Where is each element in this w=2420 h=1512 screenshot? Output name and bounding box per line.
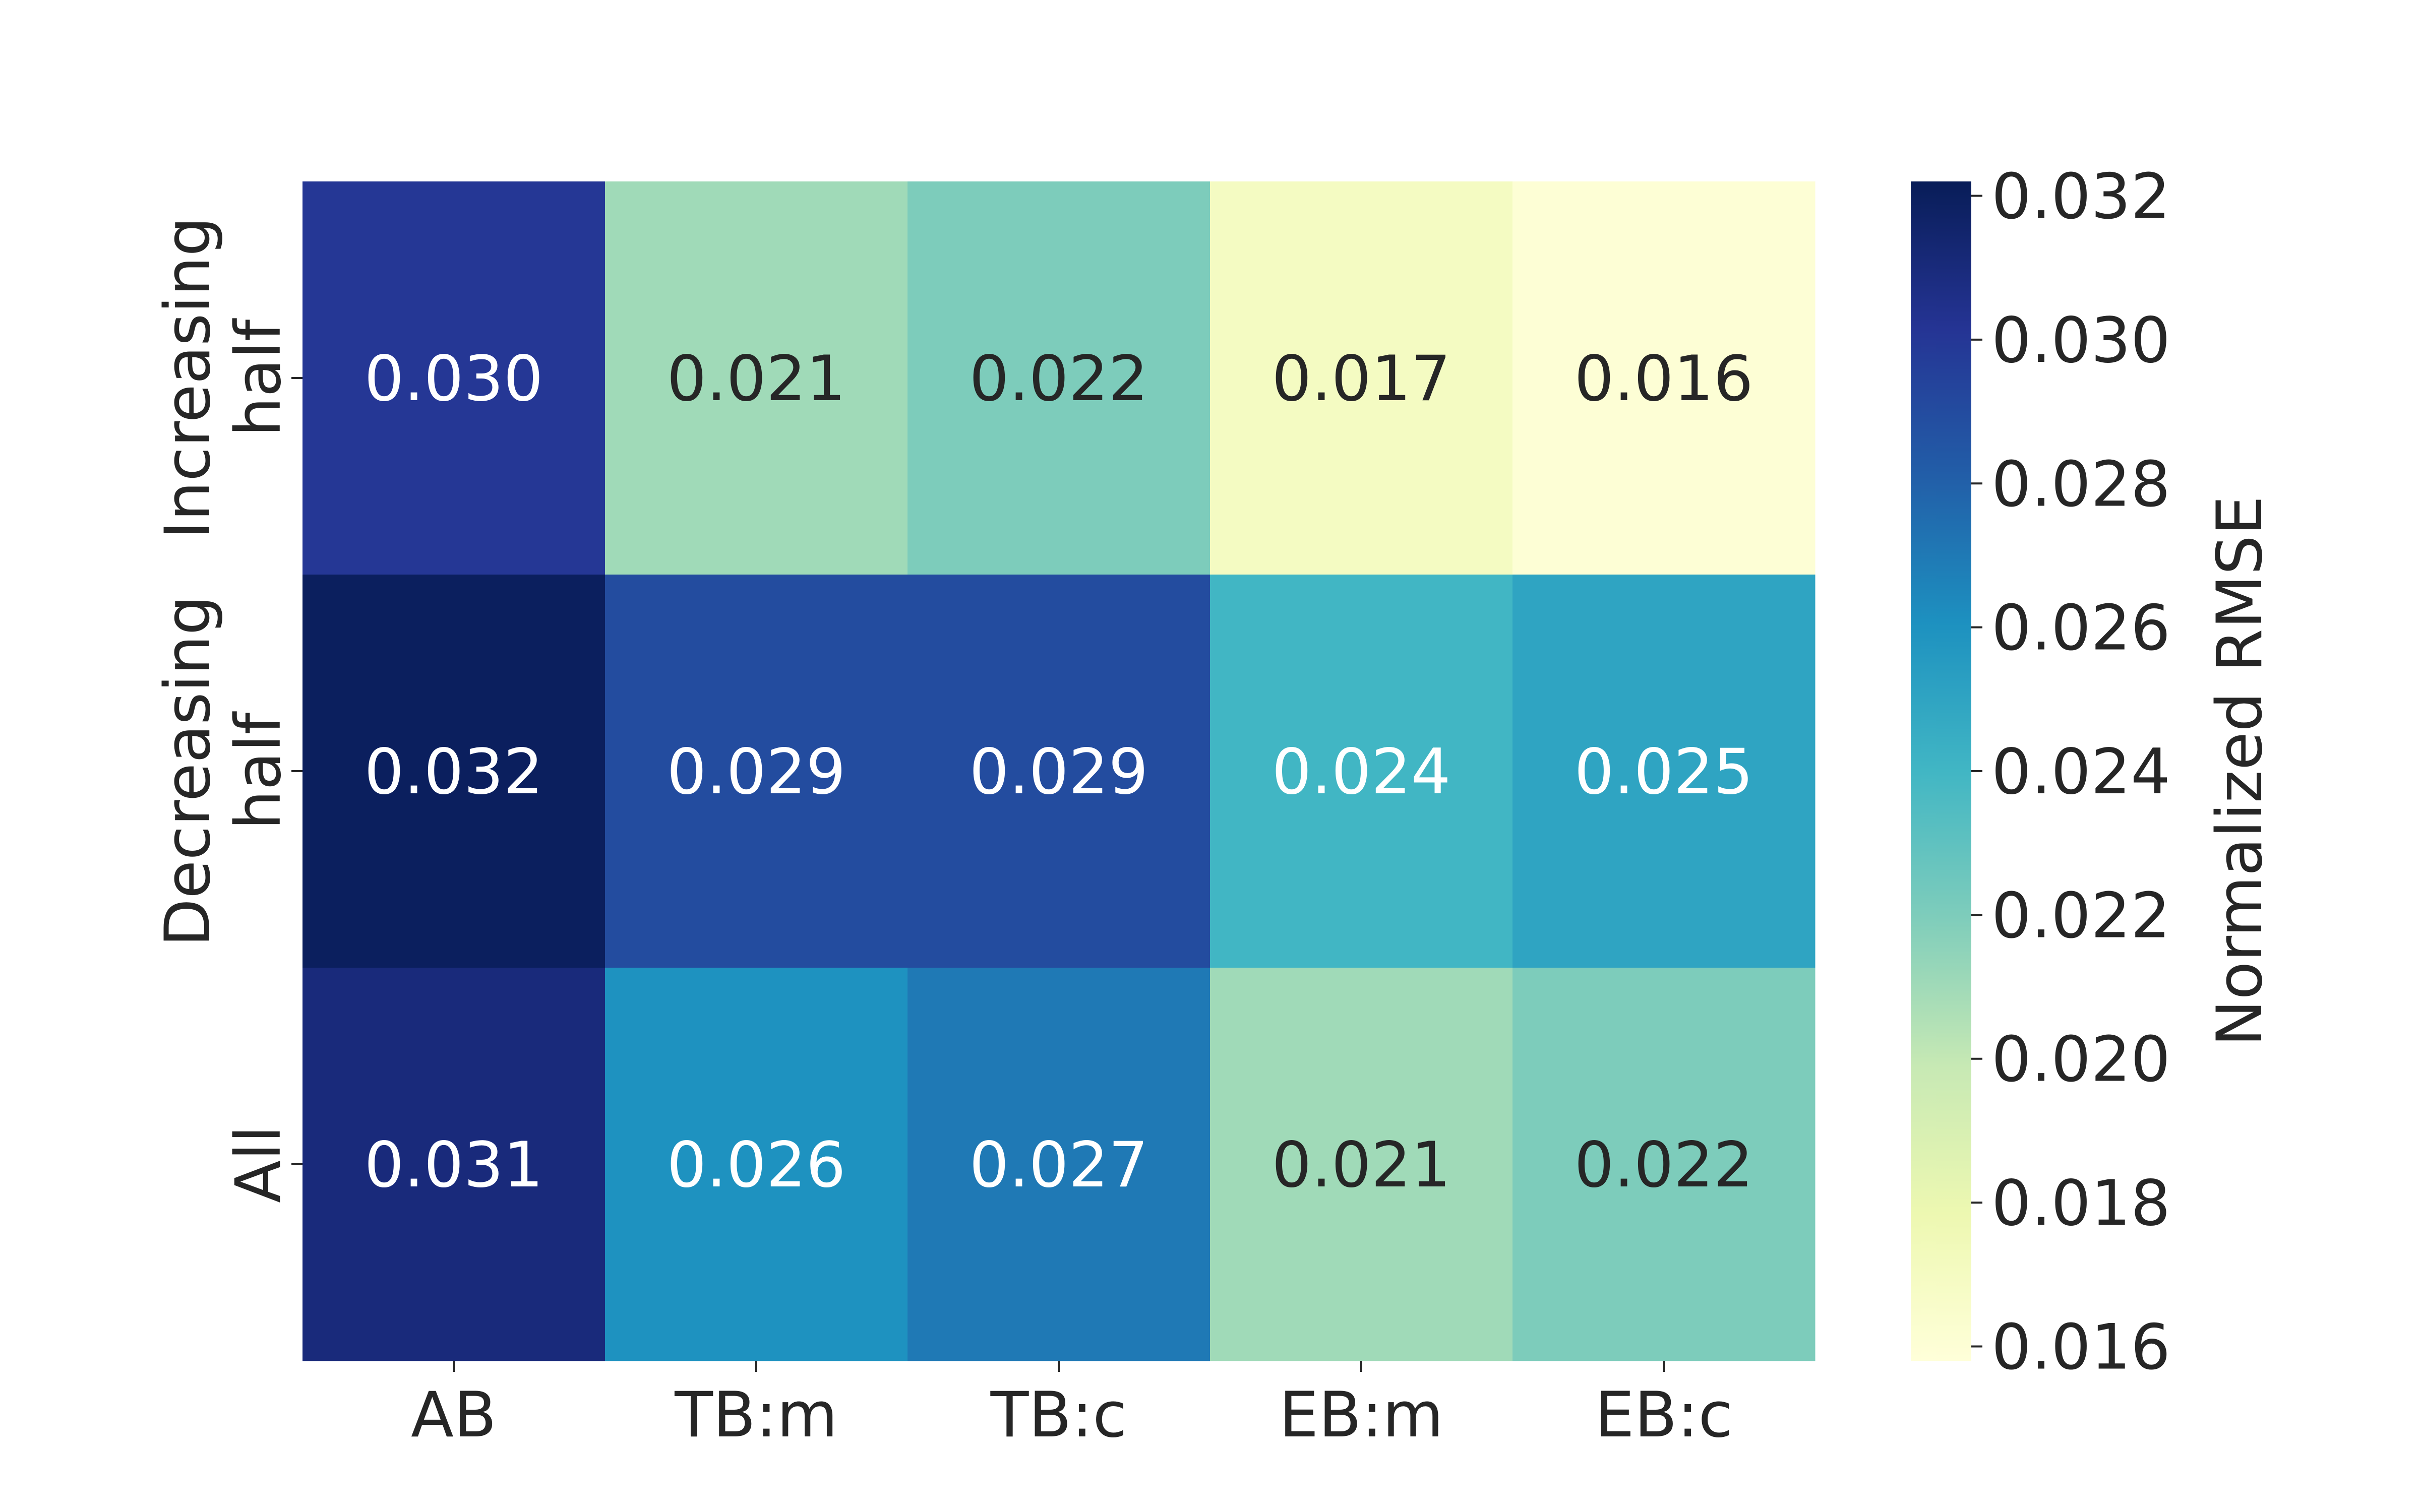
x-tick-label: EB:c <box>1595 1379 1732 1452</box>
x-tick-label: AB <box>411 1379 497 1452</box>
y-tick-label: Increasing <box>152 217 224 539</box>
cell-value-label: 0.030 <box>365 343 543 415</box>
y-tick-label: half <box>222 711 295 830</box>
x-tick-label: TB:c <box>990 1379 1127 1452</box>
heatmap-cell <box>908 181 1211 575</box>
heatmap-cell <box>908 575 1211 968</box>
cell-value-label: 0.021 <box>1272 1129 1451 1202</box>
cell-value-label: 0.031 <box>365 1129 543 1202</box>
cell-value-label: 0.032 <box>365 736 543 808</box>
heatmap-cell <box>1210 181 1513 575</box>
heatmap-cell <box>605 575 908 968</box>
heatmap-cell <box>605 968 908 1361</box>
cell-value-label: 0.016 <box>1575 343 1753 415</box>
colorbar-tick-label: 0.030 <box>1991 304 2170 377</box>
cell-value-label: 0.026 <box>667 1129 846 1202</box>
colorbar-tick-label: 0.026 <box>1991 592 2170 665</box>
cell-value-label: 0.029 <box>667 736 846 808</box>
cell-value-label: 0.021 <box>667 343 846 415</box>
heatmap-cell <box>908 968 1211 1361</box>
heatmap-cell <box>1210 968 1513 1361</box>
heatmap-cell <box>605 181 908 575</box>
colorbar-title: Normalized RMSE <box>2204 496 2276 1047</box>
heatmap-cell <box>1210 575 1513 968</box>
colorbar-gradient <box>1911 181 1971 1361</box>
colorbar: 0.016 0.018 0.020 0.022 0.024 0.026 0.028 0.030… <box>1911 161 2276 1383</box>
heatmap-cell <box>1512 575 1816 968</box>
colorbar-tick-label: 0.032 <box>1991 161 2170 233</box>
x-axis: AB TB:m TB:c EB:m EB:c <box>411 1361 1733 1452</box>
heatmap-cell <box>302 968 606 1361</box>
colorbar-tick-label: 0.016 <box>1991 1311 2170 1383</box>
heatmap-cell <box>302 575 606 968</box>
heatmap-cell <box>1512 181 1816 575</box>
colorbar-tick-label: 0.028 <box>1991 448 2170 521</box>
colorbar-tick-label: 0.024 <box>1991 736 2170 808</box>
y-tick-label: All <box>222 1125 295 1203</box>
cell-value-label: 0.022 <box>1575 1129 1753 1202</box>
y-tick-label: half <box>222 318 295 436</box>
colorbar-tick-label: 0.018 <box>1991 1167 2170 1240</box>
cell-value-label: 0.025 <box>1575 736 1753 808</box>
x-tick-label: TB:m <box>674 1379 837 1452</box>
cell-value-label: 0.027 <box>970 1129 1148 1202</box>
heatmap-cell <box>1512 968 1816 1361</box>
cell-value-label: 0.024 <box>1272 736 1451 808</box>
heatmap-cell <box>302 181 606 575</box>
heatmap-cells: 0.030 0.021 0.022 0.017 0.016 0.032 0.029 0.029… <box>302 181 1816 1361</box>
cell-value-label: 0.029 <box>970 736 1148 808</box>
y-tick-label: Decreasing <box>152 596 224 947</box>
x-tick-label: EB:m <box>1279 1379 1443 1452</box>
cell-value-label: 0.022 <box>970 343 1148 415</box>
cell-value-label: 0.017 <box>1272 343 1451 415</box>
colorbar-tick-label: 0.022 <box>1991 879 2170 952</box>
colorbar-tick-label: 0.020 <box>1991 1024 2170 1096</box>
